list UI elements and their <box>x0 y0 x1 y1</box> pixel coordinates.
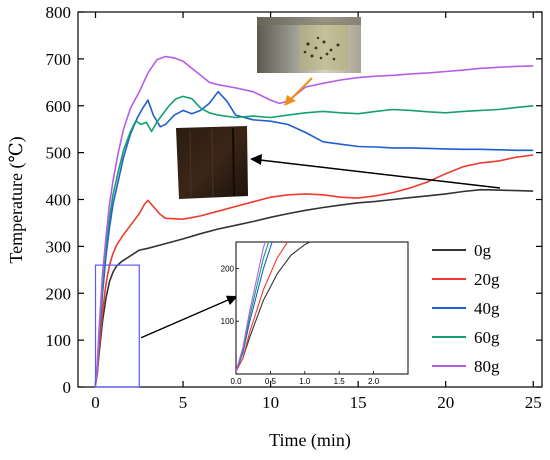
y-tick-label: 700 <box>46 50 72 69</box>
legend-label-60g: 60g <box>474 328 500 347</box>
inset-y-tick-label: 200 <box>221 264 235 273</box>
inset-chart: 0.0 0.5 1.0 1.5 2.0 100 200 <box>221 241 409 386</box>
series-line-80g <box>94 55 534 385</box>
x-tick-label: 15 <box>350 393 367 412</box>
x-tick-label: 10 <box>262 393 279 412</box>
legend-label-0g: 0g <box>474 241 492 260</box>
inset-x-tick-label: 1.5 <box>334 377 346 386</box>
zoom-arrow <box>140 299 229 339</box>
legend-label-20g: 20g <box>474 270 500 289</box>
inset-series <box>236 242 312 372</box>
x-tick-label: 25 <box>525 393 542 412</box>
zoom-arrowhead <box>225 295 238 305</box>
axes: 0 5 10 15 20 25 0 100 200 300 400 500 600 700 800 <box>46 3 542 412</box>
photo-arrow <box>289 77 313 101</box>
inset-x-tick-label: 1.0 <box>299 377 311 386</box>
y-tick-label: 200 <box>46 284 72 303</box>
legend-label-40g: 40g <box>474 299 500 318</box>
y-tick-label: 400 <box>46 191 72 210</box>
series-line-60g <box>94 95 534 385</box>
inset-frame <box>235 241 409 375</box>
y-tick-label: 300 <box>46 237 72 256</box>
series-line-0g <box>94 188 534 385</box>
legend-label-80g: 80g <box>474 357 500 376</box>
y-tick-label: 600 <box>46 97 72 116</box>
inset-x-tick-label: 2.0 <box>368 377 380 386</box>
inset-axes: 0.0 0.5 1.0 1.5 2.0 100 200 <box>221 264 380 386</box>
zoom-region-box <box>94 264 140 388</box>
y-tick-label: 800 <box>46 3 72 22</box>
inset-series-line-0g <box>236 242 312 372</box>
reactor-photo <box>257 17 361 73</box>
y-tick-label: 0 <box>63 378 72 397</box>
series-line-20g <box>94 154 534 385</box>
legend: 0g 20g 40g 60g 80g <box>432 241 500 376</box>
x-axis-title: Time (min) <box>269 430 351 451</box>
x-tick-label: 0 <box>91 393 100 412</box>
x-tick-label: 5 <box>179 393 188 412</box>
photo-arrowhead <box>284 95 296 106</box>
sample-arrow <box>259 159 501 189</box>
y-tick-label: 100 <box>46 331 72 350</box>
sample-arrowhead <box>250 154 262 165</box>
y-tick-label: 500 <box>46 144 72 163</box>
series-line-40g <box>94 90 534 385</box>
charred-sample-photo <box>176 126 248 199</box>
y-axis-title: Temperature (℃) <box>6 136 27 263</box>
inset-x-tick-label: 0.5 <box>265 377 277 386</box>
inset-y-tick-label: 100 <box>221 317 235 326</box>
series-layer <box>94 55 534 385</box>
x-tick-label: 20 <box>437 393 454 412</box>
inset-x-tick-label: 0.0 <box>230 377 242 386</box>
